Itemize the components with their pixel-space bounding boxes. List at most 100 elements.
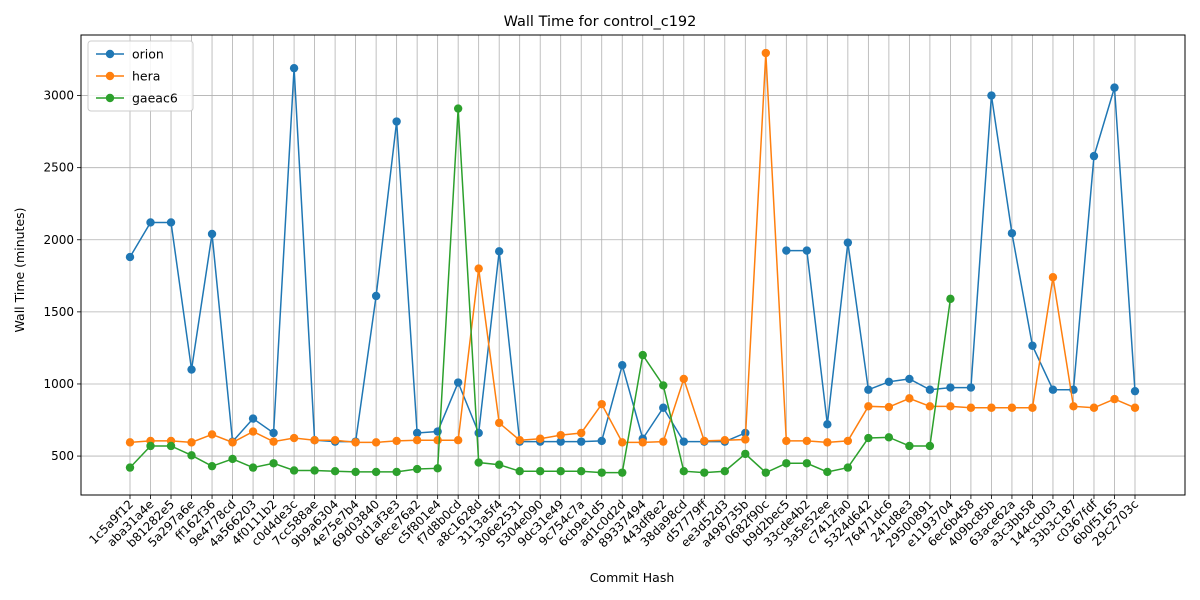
data-point-hera — [946, 402, 955, 411]
y-axis-label: Wall Time (minutes) — [12, 207, 27, 332]
data-point-gaeac6 — [125, 463, 135, 472]
data-point-gaeac6 — [597, 468, 606, 477]
data-point-gaeac6 — [638, 350, 647, 360]
data-point-gaeac6 — [905, 441, 914, 451]
data-point-orion — [269, 428, 278, 438]
data-point-orion — [371, 291, 381, 301]
data-point-orion — [905, 374, 914, 384]
data-point-hera — [433, 436, 442, 445]
data-point-orion — [925, 385, 935, 394]
data-point-orion — [966, 383, 976, 392]
data-point-gaeac6 — [843, 463, 853, 472]
data-point-gaeac6 — [310, 466, 319, 475]
data-point-gaeac6 — [925, 441, 935, 451]
data-point-hera — [577, 428, 586, 438]
data-point-gaeac6 — [166, 441, 176, 451]
data-point-orion — [1007, 229, 1017, 238]
data-point-gaeac6 — [187, 451, 196, 460]
data-point-gaeac6 — [884, 433, 894, 442]
data-point-orion — [802, 246, 812, 255]
data-point-orion — [453, 378, 463, 387]
grid-lines — [81, 35, 1185, 495]
data-point-gaeac6 — [146, 441, 155, 451]
legend-marker — [105, 71, 115, 81]
legend-label: gaeac6 — [132, 91, 178, 106]
data-point-orion — [556, 437, 565, 446]
data-point-gaeac6 — [618, 468, 627, 477]
data-point-orion — [597, 436, 606, 446]
data-point-orion — [1130, 386, 1140, 396]
data-point-hera — [310, 436, 319, 445]
data-point-orion — [289, 63, 299, 73]
data-point-hera — [392, 436, 401, 446]
data-point-gaeac6 — [577, 467, 586, 476]
data-point-orion — [412, 428, 422, 438]
data-point-gaeac6 — [515, 467, 524, 476]
data-point-orion — [577, 437, 586, 446]
data-point-orion — [248, 414, 258, 423]
data-point-orion — [207, 229, 217, 239]
legend-item-orion: orion — [96, 47, 164, 62]
data-point-gaeac6 — [433, 464, 442, 473]
legend-marker — [105, 93, 115, 103]
data-point-orion — [1028, 341, 1037, 350]
data-point-gaeac6 — [371, 467, 381, 477]
data-point-orion — [1048, 385, 1058, 394]
data-point-gaeac6 — [474, 458, 483, 467]
data-point-hera — [905, 394, 914, 403]
data-point-orion — [987, 91, 996, 100]
data-point-hera — [536, 434, 545, 443]
data-point-orion — [843, 238, 853, 247]
data-point-orion — [166, 218, 176, 227]
data-point-gaeac6 — [741, 449, 750, 459]
legend: orion hera gaeac6 — [87, 40, 194, 112]
data-point-gaeac6 — [248, 463, 258, 472]
data-point-hera — [884, 402, 894, 412]
data-point-gaeac6 — [392, 467, 401, 477]
data-point-hera — [638, 438, 647, 447]
data-point-gaeac6 — [823, 467, 832, 477]
data-point-hera — [1110, 394, 1119, 404]
y-tick-label: 2000 — [43, 233, 74, 247]
x-axis-label: Commit Hash — [590, 570, 675, 585]
data-point-hera — [1048, 273, 1058, 282]
data-point-hera — [207, 430, 217, 439]
data-point-gaeac6 — [946, 294, 955, 304]
data-point-hera — [187, 438, 196, 447]
data-point-hera — [843, 436, 853, 446]
data-point-gaeac6 — [453, 104, 463, 113]
data-point-hera — [720, 436, 729, 445]
data-point-gaeac6 — [802, 459, 812, 468]
data-point-hera — [228, 438, 237, 447]
chart-title: Wall Time for control_c192 — [504, 14, 697, 30]
data-point-orion — [946, 383, 955, 392]
data-point-hera — [289, 433, 299, 443]
data-point-hera — [1069, 402, 1078, 411]
data-point-orion — [618, 361, 627, 370]
data-point-hera — [330, 436, 340, 445]
data-point-orion — [864, 385, 873, 394]
data-point-gaeac6 — [659, 381, 668, 390]
data-point-hera — [1089, 403, 1099, 412]
data-point-hera — [1028, 403, 1037, 412]
series-hera — [125, 48, 1140, 447]
data-point-gaeac6 — [700, 468, 709, 477]
data-point-orion — [392, 117, 401, 126]
legend-box — [87, 40, 194, 112]
data-point-orion — [125, 252, 135, 262]
legend-label: hera — [132, 69, 160, 84]
y-tick-label: 500 — [51, 449, 74, 463]
data-point-gaeac6 — [351, 467, 360, 477]
y-tick-label: 3000 — [43, 89, 74, 103]
data-point-hera — [1130, 403, 1140, 412]
data-point-orion — [679, 437, 688, 446]
y-tick-label: 1000 — [43, 377, 74, 391]
data-point-gaeac6 — [864, 433, 873, 443]
legend-label: orion — [132, 47, 164, 62]
data-point-orion — [474, 428, 483, 438]
data-point-gaeac6 — [269, 459, 278, 468]
data-point-hera — [269, 437, 278, 446]
tick-layer: 1c5a9f12aba31a4eb81282e55a297a6eff162f36… — [43, 89, 1141, 551]
data-point-hera — [925, 402, 935, 411]
